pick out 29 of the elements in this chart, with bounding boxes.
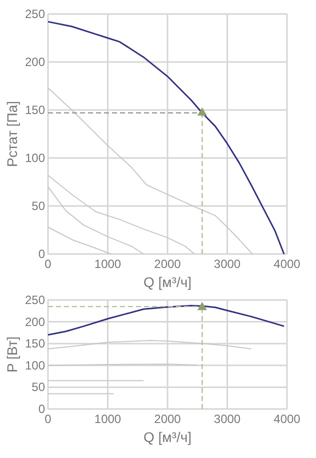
x-tick-label: 1000 [94,412,122,426]
y-tick-label: 100 [24,151,46,165]
line-series [48,87,253,254]
y-tick-label: 150 [24,103,46,117]
x-tick-label: 2000 [154,412,182,426]
y-tick-label: 250 [24,293,46,307]
y-tick-label: 100 [24,358,46,372]
y-tick-label: 50 [32,199,46,213]
x-tick-label: 4000 [274,412,301,426]
x-axis-title: Q [м³/ч] [143,429,192,445]
line-series [48,174,195,254]
x-tick-label: 4000 [274,257,301,271]
y-tick-label: 150 [24,336,46,351]
line-series [48,186,144,254]
y-axis-title: P [Вт] [4,336,20,373]
line-series [48,340,252,350]
x-axis-title: Q [м³/ч] [143,274,192,290]
y-tick-label: 50 [32,380,46,394]
line-series [48,226,112,254]
y-tick-label: 200 [24,55,46,69]
y-tick-label: 250 [24,7,46,21]
y-tick-label: 0 [38,247,46,261]
x-tick-label: 1000 [94,257,122,271]
x-tick-label: 3000 [214,257,241,271]
x-tick-label: 2000 [154,257,182,271]
y-tick-label: 200 [24,314,46,329]
y-tick-label: 0 [38,402,46,416]
y-axis-title: Pстат [Па] [4,100,20,168]
x-tick-label: 3000 [214,412,241,426]
